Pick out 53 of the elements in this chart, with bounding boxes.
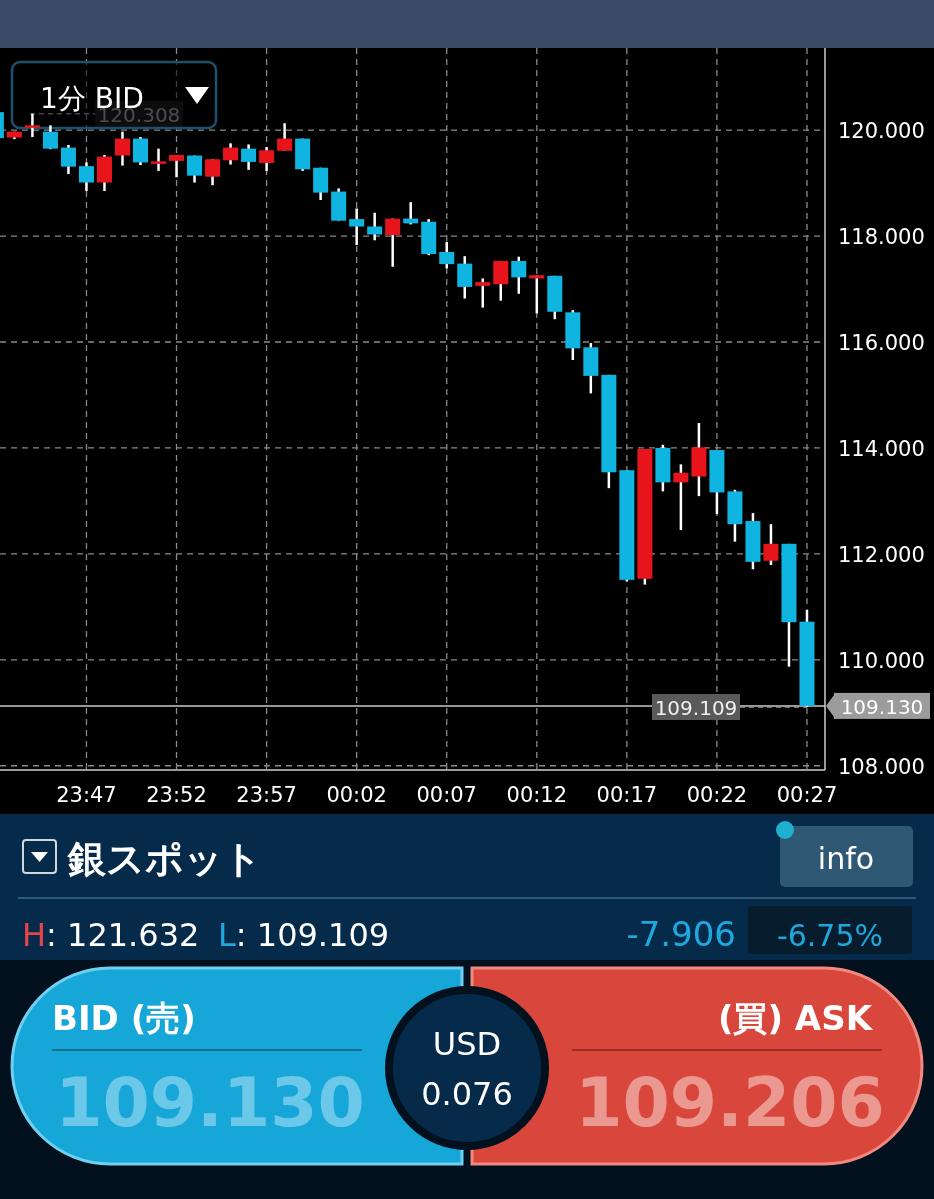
candlestick <box>78 161 94 193</box>
y-tick-label: 112.000 <box>838 542 925 567</box>
candlestick <box>529 274 545 315</box>
y-tick-label: 120.000 <box>838 119 925 144</box>
y-tick-label: 110.000 <box>838 648 925 673</box>
text: info <box>817 841 875 876</box>
x-tick-label: 23:47 <box>56 783 117 807</box>
y-tick-label: 108.000 <box>838 754 925 779</box>
candlestick <box>493 259 509 302</box>
x-tick-label: 00:02 <box>326 783 387 807</box>
candlestick <box>241 143 257 172</box>
text: USD <box>432 1025 502 1063</box>
candlestick <box>223 142 239 166</box>
x-tick-label: 00:12 <box>506 783 568 807</box>
candlestick <box>205 157 221 187</box>
candlestick <box>475 277 491 309</box>
candlestick <box>114 130 130 167</box>
candlestick <box>259 145 275 173</box>
x-tick-label: 23:57 <box>236 783 297 807</box>
candlestick <box>24 112 40 139</box>
text: BID (売) <box>52 998 196 1038</box>
text: -6.75% <box>776 918 884 953</box>
candlestick <box>349 207 365 247</box>
candlestick <box>277 121 293 153</box>
candlestick <box>169 153 185 179</box>
candlestick <box>439 240 455 270</box>
text: (買) ASK <box>717 998 874 1038</box>
x-tick-label: 23:52 <box>146 783 207 807</box>
text: 0.076 <box>421 1075 513 1113</box>
text: 銀スポット <box>67 837 262 881</box>
candlestick <box>60 143 76 176</box>
candlestick <box>151 147 167 173</box>
ref-line-label: 109.130 <box>840 694 924 719</box>
candlestick <box>457 254 473 300</box>
candlestick <box>385 217 401 269</box>
x-tick-label: 00:27 <box>776 783 838 807</box>
ref-line-label: 109.109 <box>654 696 738 721</box>
text: -7.906 <box>626 914 736 954</box>
candlestick <box>133 135 148 167</box>
candlestick <box>763 522 779 567</box>
x-tick-label: 00:07 <box>416 783 477 807</box>
text: 109.206 <box>575 1063 885 1142</box>
x-tick-label: 00:17 <box>596 783 658 807</box>
y-tick-label: 118.000 <box>838 225 925 250</box>
y-tick-label: 114.000 <box>838 436 925 461</box>
y-tick-label: 116.000 <box>838 330 925 355</box>
text: L: 109.109 <box>218 916 390 954</box>
text: 109.130 <box>55 1063 365 1142</box>
candlestick <box>511 255 527 296</box>
candlestick <box>673 463 689 532</box>
x-tick-label: 00:22 <box>686 783 748 807</box>
text: H: 121.632 <box>22 916 200 954</box>
candlestick <box>187 154 203 184</box>
